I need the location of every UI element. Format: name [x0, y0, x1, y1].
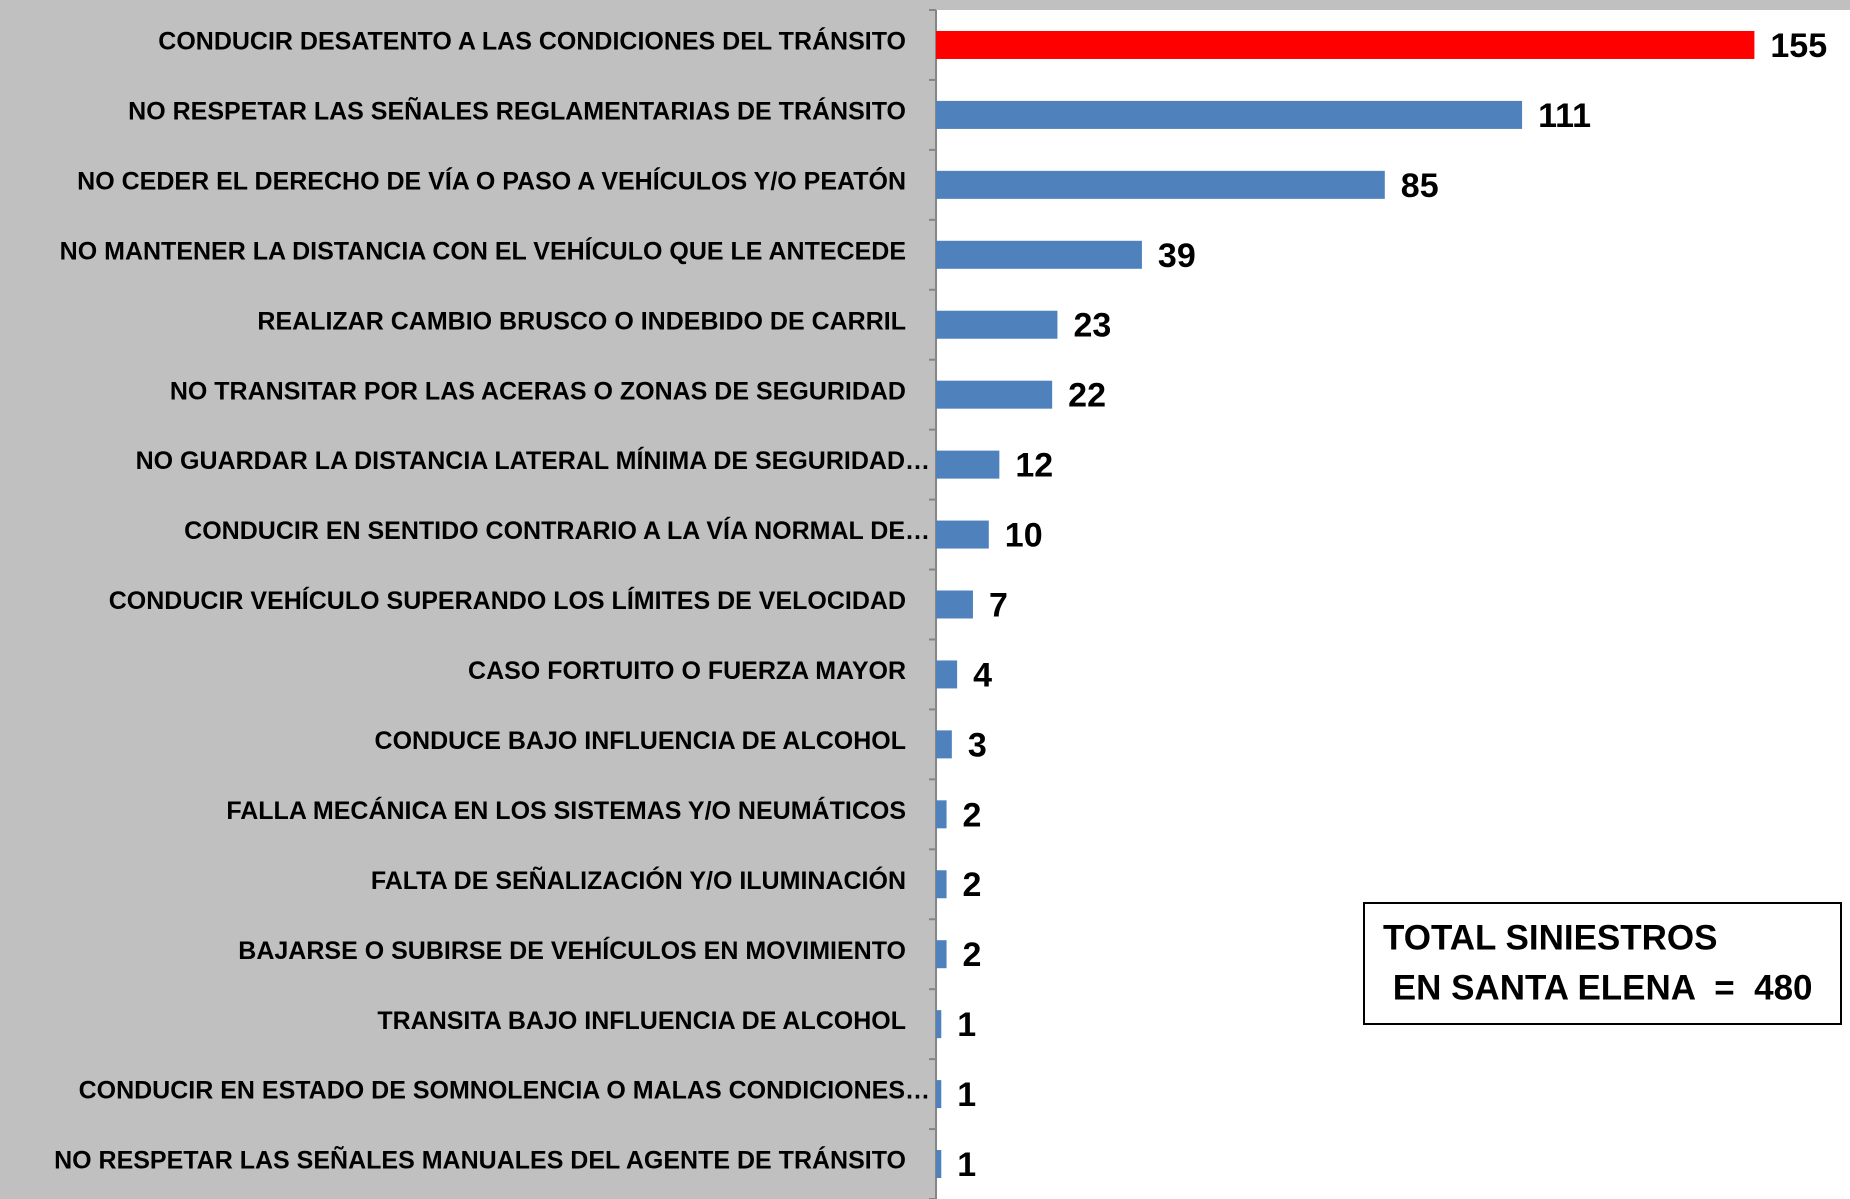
category-label: CONDUCE BAJO INFLUENCIA DE ALCOHOL: [375, 727, 906, 755]
bar: [936, 590, 973, 619]
annotation-line: TOTAL SINIESTROS: [1383, 918, 1717, 957]
bar: [936, 380, 1053, 409]
category-label: CONDUCIR VEHÍCULO SUPERANDO LOS LÍMITES …: [109, 586, 906, 615]
data-label: 2: [963, 936, 982, 974]
bar: [936, 170, 1385, 199]
category-label: BAJARSE O SUBIRSE DE VEHÍCULOS EN MOVIMI…: [238, 936, 906, 965]
annotation-box: [1363, 902, 1842, 1025]
category-label: NO RESPETAR LAS SEÑALES MANUALES DEL AGE…: [54, 1145, 906, 1175]
data-label: 111: [1538, 97, 1591, 135]
category-label: NO GUARDAR LA DISTANCIA LATERAL MÍNIMA D…: [136, 446, 930, 475]
data-label: 12: [1015, 447, 1053, 485]
top-strip: [936, 0, 1850, 10]
category-label: NO CEDER EL DERECHO DE VÍA O PASO A VEHÍ…: [77, 165, 906, 195]
data-label: 1: [957, 1146, 976, 1184]
data-label: 22: [1068, 377, 1106, 415]
bar: [936, 240, 1142, 269]
category-label: REALIZAR CAMBIO BRUSCO O INDEBIDO DE CAR…: [257, 307, 906, 335]
bar: [936, 1080, 942, 1109]
data-label: 7: [989, 586, 1008, 624]
data-label: 1: [957, 1076, 976, 1114]
bar: [936, 100, 1523, 129]
category-label: FALLA MECÁNICA EN LOS SISTEMAS Y/O NEUMÁ…: [226, 796, 906, 825]
category-label: CONDUCIR EN SENTIDO CONTRARIO A LA VÍA N…: [184, 516, 930, 545]
bar: [936, 450, 1000, 479]
data-label: 2: [963, 796, 982, 834]
data-label: 39: [1158, 237, 1196, 275]
bar: [936, 520, 989, 549]
bar: [936, 310, 1058, 339]
data-label: 23: [1073, 307, 1111, 345]
bar: [936, 870, 947, 899]
bar: [936, 1010, 942, 1039]
category-label: CONDUCIR DESATENTO A LAS CONDICIONES DEL…: [158, 27, 906, 56]
bar: [936, 940, 947, 969]
bar: [936, 660, 958, 689]
category-label: CONDUCIR EN ESTADO DE SOMNOLENCIA O MALA…: [79, 1077, 930, 1105]
annotation-line: EN SANTA ELENA = 480: [1383, 968, 1813, 1007]
data-label: 4: [973, 656, 992, 694]
category-label: CASO FORTUITO O FUERZA MAYOR: [468, 657, 906, 685]
data-label: 2: [963, 866, 982, 904]
category-label: TRANSITA BAJO INFLUENCIA DE ALCOHOL: [377, 1007, 906, 1035]
data-label: 1: [957, 1006, 976, 1044]
category-label: NO TRANSITAR POR LAS ACERAS O ZONAS DE S…: [170, 377, 906, 405]
bar: [936, 1150, 942, 1179]
data-label: 85: [1401, 167, 1439, 205]
data-label: 155: [1770, 27, 1827, 65]
label-panel: [0, 0, 936, 1199]
category-label: NO MANTENER LA DISTANCIA CON EL VEHÍCULO…: [60, 236, 906, 265]
category-label: FALTA DE SEÑALIZACIÓN Y/O ILUMINACIÓN: [371, 865, 906, 895]
bar: [936, 730, 952, 759]
bar: [936, 30, 1755, 59]
data-label: 3: [968, 726, 987, 764]
data-label: 10: [1005, 517, 1043, 555]
bar: [936, 800, 947, 829]
category-label: NO RESPETAR LAS SEÑALES REGLAMENTARIAS D…: [128, 96, 906, 126]
